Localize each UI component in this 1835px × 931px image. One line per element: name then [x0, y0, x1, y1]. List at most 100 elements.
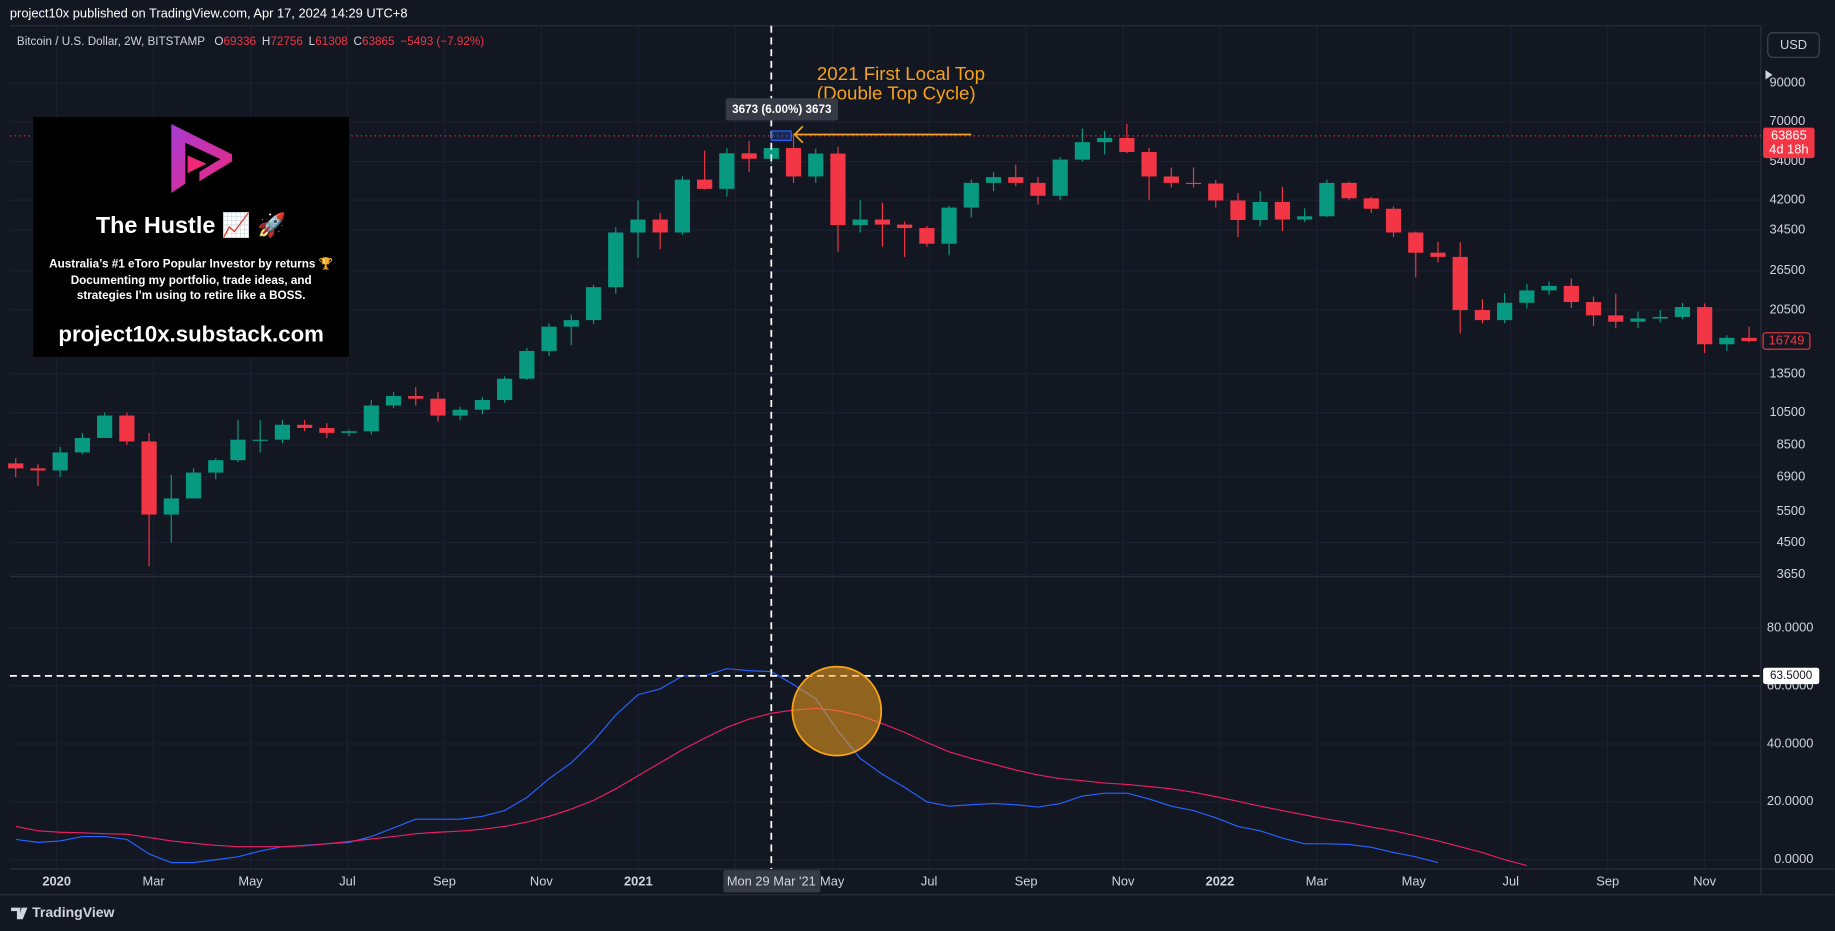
- candle-body: [852, 219, 868, 226]
- candle-body: [230, 439, 246, 461]
- indicator-line: [15, 707, 1528, 867]
- x-tick-label: Nov: [1693, 873, 1716, 888]
- legend-value: 69336: [224, 35, 257, 48]
- candle-body: [1030, 182, 1046, 196]
- level-tag-label: 63.5000: [1770, 669, 1813, 682]
- marks-layer: [8, 25, 1761, 870]
- candle-body: [1519, 290, 1535, 303]
- promo-logo: [171, 123, 233, 193]
- candle-body: [74, 437, 91, 453]
- x-tick-label: Sep: [1596, 873, 1619, 888]
- candle-body: [385, 396, 402, 406]
- measure-tooltip: [725, 98, 838, 121]
- currency-button[interactable]: [1767, 32, 1820, 58]
- promo-line: Australia’s #1 eToro Popular Investor by…: [49, 256, 334, 270]
- candle-body: [1630, 318, 1646, 322]
- legend-value: 63865: [362, 35, 395, 48]
- legend-value: 72756: [270, 35, 303, 48]
- annotation-text: (Double Top Cycle): [817, 83, 976, 104]
- tradingview-logo: [11, 907, 28, 920]
- x-tick-label: Mar: [1306, 873, 1329, 888]
- candle-body: [1208, 183, 1224, 201]
- legend-value: 61308: [315, 35, 348, 48]
- candle-body: [52, 452, 68, 471]
- last-price-label: 63865: [1771, 127, 1807, 142]
- legend-key: O: [214, 35, 223, 48]
- candle-body: [585, 287, 602, 321]
- candle-body: [297, 424, 313, 428]
- y-tick-label: 13500: [1769, 365, 1805, 380]
- candle-body: [1497, 302, 1513, 321]
- candle-body: [1541, 285, 1557, 291]
- candle-body: [1185, 182, 1202, 185]
- y-tick-label: 5500: [1777, 503, 1806, 518]
- currency-button-label[interactable]: USD: [1780, 37, 1807, 52]
- x-tick-label: 2020: [42, 873, 71, 888]
- promo-box: [33, 116, 350, 357]
- highlight-circle: [791, 665, 883, 757]
- candle-body: [652, 219, 668, 233]
- symbol-legend: Bitcoin / U.S. Dollar, 2W, BITSTAMP O6933…: [17, 35, 484, 48]
- legend-key: C: [354, 35, 362, 48]
- candle-body: [741, 153, 757, 159]
- candle-body: [1163, 176, 1179, 183]
- close-tag-label: 16749: [1769, 332, 1805, 347]
- x-tick-label: Jul: [921, 873, 937, 888]
- candle-body: [608, 232, 624, 288]
- y2-tick-label: 40.0000: [1767, 735, 1813, 750]
- countdown-label: 4d 18h: [1769, 141, 1808, 156]
- candle-body: [1141, 151, 1157, 177]
- candle-body: [30, 468, 46, 471]
- y2-tick-label: 80.0000: [1767, 620, 1813, 635]
- y-tick-label: 70000: [1769, 113, 1805, 128]
- candle-body: [274, 424, 291, 440]
- promo-link[interactable]: project10x.substack.com: [58, 322, 324, 347]
- indicator-line: [15, 668, 1439, 864]
- scroll-arrow[interactable]: [1765, 70, 1773, 80]
- promo-logo-play: [187, 155, 207, 174]
- y-tick-label: 20500: [1769, 301, 1805, 316]
- candle-body: [697, 179, 713, 189]
- x-tick-label: Sep: [1015, 873, 1038, 888]
- x-tick-label: May: [238, 873, 263, 888]
- candle-body: [1408, 232, 1424, 253]
- candle-body: [1452, 256, 1468, 311]
- candle-body: [1741, 337, 1757, 342]
- y-tick-label: 42000: [1769, 191, 1805, 206]
- crosshair-label: Mon 29 Mar '21: [727, 873, 816, 888]
- y-tick-label: 8500: [1777, 436, 1806, 451]
- candle-body: [252, 439, 268, 441]
- candle-body: [430, 398, 446, 416]
- x-tick-label: 2022: [1206, 873, 1235, 888]
- close-tag: [1762, 332, 1811, 350]
- candle-body: [519, 350, 535, 379]
- candle-body: [319, 427, 335, 433]
- y2-tick-label: 20.0000: [1767, 793, 1813, 808]
- promo-line: strategies I’m using to retire like a BO…: [77, 289, 306, 302]
- publisher-line: project10x published on TradingView.com,…: [10, 5, 408, 20]
- candle-body: [674, 179, 691, 233]
- y-tick-label: 6900: [1777, 468, 1806, 483]
- candle-body: [785, 148, 802, 177]
- candle-body: [941, 207, 957, 244]
- legend-key: L: [309, 35, 316, 48]
- candle-body: [1608, 315, 1624, 322]
- candle-body: [1074, 142, 1091, 160]
- candle-body: [185, 472, 202, 499]
- legend-symbol: Bitcoin / U.S. Dollar, 2W, BITSTAMP: [17, 35, 205, 48]
- candle-body: [163, 498, 179, 515]
- candle-body: [208, 460, 224, 473]
- candle-body: [985, 177, 1002, 183]
- level-tag: [1763, 667, 1820, 685]
- candle-body: [1252, 201, 1268, 220]
- candle-body: [1697, 307, 1713, 345]
- x-tick-label: Sep: [433, 873, 456, 888]
- candle-body: [874, 219, 891, 225]
- candle-body: [719, 153, 735, 189]
- candle-body: [1341, 182, 1357, 199]
- candle-body: [897, 224, 913, 229]
- y-tick-label: 90000: [1769, 75, 1805, 90]
- candle-body: [1430, 252, 1446, 257]
- candle-body: [408, 396, 424, 399]
